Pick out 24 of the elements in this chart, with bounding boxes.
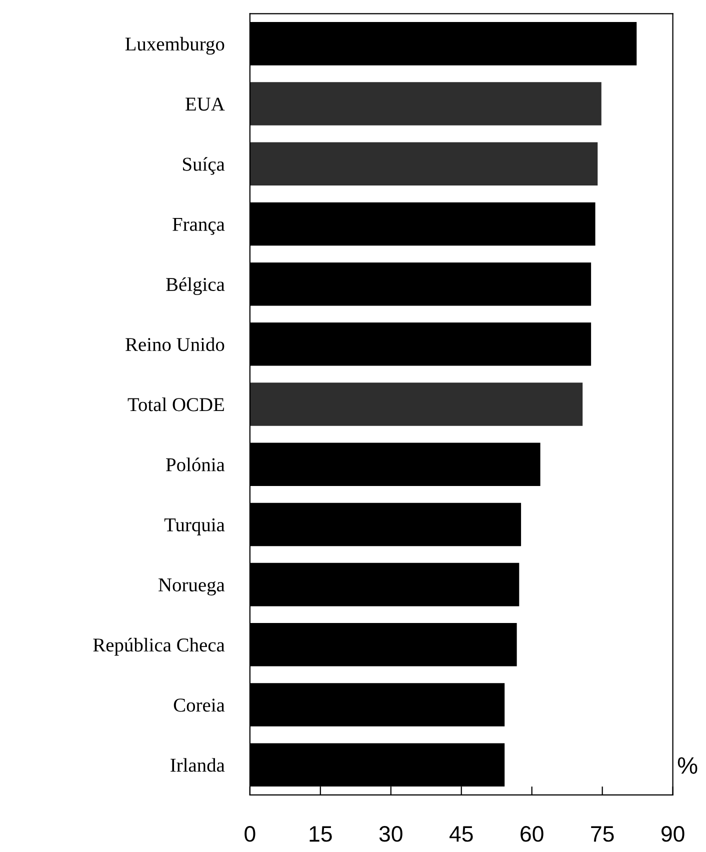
x-tick-label: 30 <box>379 826 402 842</box>
y-tick-label: Reino Unido <box>126 337 224 352</box>
x-tick-label: 0 <box>244 826 256 842</box>
y-tick-label: França <box>172 218 225 235</box>
y-tick-label: Bélgica <box>166 277 225 296</box>
x-tick-label: 60 <box>520 826 544 842</box>
y-tick-label: República Checa <box>93 638 225 656</box>
x-tick-label: 90 <box>662 826 684 842</box>
x-tick-label: 75 <box>591 826 614 842</box>
y-tick-label: Total OCDE <box>128 398 224 412</box>
y-tick-label: Turquia <box>164 518 225 536</box>
y-tick-label: Coreia <box>174 698 225 712</box>
bar <box>250 382 583 426</box>
bar <box>250 82 602 126</box>
y-tick-label: Noruega <box>158 578 225 596</box>
y-tick-label: EUA <box>186 98 225 111</box>
y-tick-label: Irlanda <box>170 758 225 772</box>
x-axis-title: % <box>678 757 698 774</box>
y-tick-label: Suíça <box>183 157 225 175</box>
bar <box>250 142 598 186</box>
y-tick-label: Polónia <box>166 458 225 472</box>
x-tick-label: 15 <box>310 826 332 842</box>
x-tick-label: 45 <box>450 826 473 842</box>
y-tick-label: Luxemburgo <box>125 36 224 55</box>
